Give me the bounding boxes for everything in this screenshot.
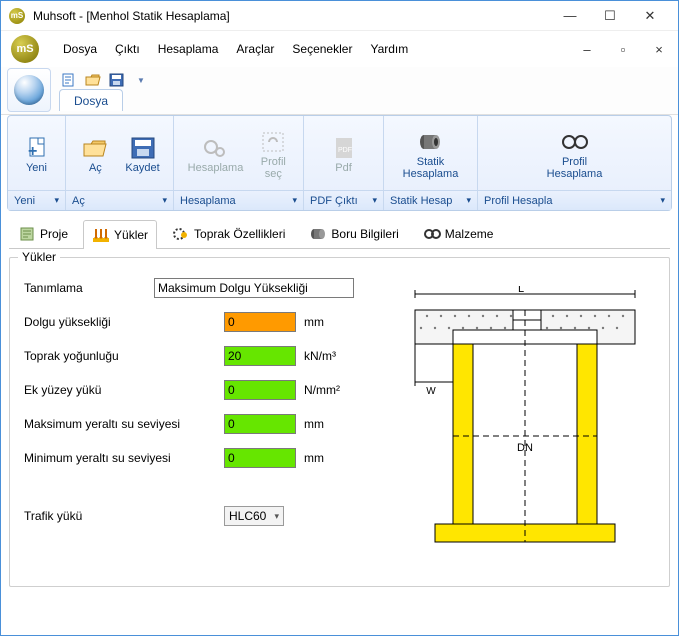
tab-malzeme[interactable]: Malzeme (414, 219, 503, 248)
chevron-down-icon: ▾ (274, 511, 279, 522)
ribbon-group-hesaplama-label: Hesaplama (180, 195, 236, 207)
app-logo-large-icon: mS (11, 35, 39, 63)
ribbon-group-yeni-label: Yeni (14, 195, 35, 207)
tanimlama-label: Tanımlama (24, 281, 154, 295)
menu-araclar[interactable]: Araçlar (236, 42, 274, 56)
pdf-icon: PDF (330, 136, 358, 160)
mdi-restore-button[interactable]: ▫ (614, 42, 632, 57)
ribbon-group-pdf-label: PDF Çıktı (310, 195, 358, 207)
close-button[interactable]: ✕ (630, 8, 670, 24)
content-area: Proje Yükler Toprak Özellikleri Boru Bil… (1, 215, 678, 637)
pipe-small-icon (309, 225, 327, 243)
ribbon-group-statik-label: Statik Hesap (390, 195, 452, 207)
svg-text:DN: DN (517, 442, 533, 454)
ribbon-kaydet-button[interactable]: Kaydet (119, 134, 165, 176)
field-unit: N/mm² (304, 383, 340, 397)
qa-new-icon[interactable] (59, 71, 79, 89)
ribbon-pdf-button: PDF Pdf (322, 134, 366, 176)
yukler-group: Yükler Tanımlama Dolgu yüksekliğimmTopra… (9, 257, 670, 587)
ribbon-profilsec-button: Profil seç (251, 128, 295, 182)
menu-cikti[interactable]: Çıktı (115, 42, 140, 56)
gears-icon (201, 136, 229, 160)
manhole-diagram: L DN W (395, 286, 655, 556)
quick-access-bar: ▼ Dosya (1, 67, 678, 115)
tab-proje[interactable]: Proje (9, 219, 77, 248)
svg-text:+: + (28, 143, 37, 160)
svg-text:L: L (518, 286, 524, 295)
tab-toprak[interactable]: Toprak Özellikleri (163, 219, 294, 248)
field-unit: mm (304, 315, 324, 329)
field-label: Toprak yoğunluğu (24, 349, 224, 363)
orb-button[interactable] (7, 68, 51, 112)
menu-hesaplama[interactable]: Hesaplama (158, 42, 219, 56)
tanimlama-input[interactable] (154, 278, 354, 298)
content-tabbar: Proje Yükler Toprak Özellikleri Boru Bil… (9, 219, 670, 249)
qa-open-icon[interactable] (83, 71, 103, 89)
pipe-icon (416, 130, 444, 154)
field-label: Maksimum yeraltı su seviyesi (24, 417, 224, 431)
field-input[interactable] (224, 380, 296, 400)
field-label: Ek yüzey yükü (24, 383, 224, 397)
field-input[interactable] (224, 312, 296, 332)
field-input[interactable] (224, 414, 296, 434)
ribbon-group-ac-label: Aç (72, 195, 85, 207)
ribbon-hesaplama-button: Hesaplama (182, 134, 250, 176)
tab-yukler[interactable]: Yükler (83, 220, 157, 249)
loads-icon (92, 226, 110, 244)
ribbon: + Yeni Yeni▾ Aç Kaydet Aç▾ (7, 115, 672, 211)
new-file-icon: + (23, 136, 51, 160)
mdi-minimize-button[interactable]: – (578, 42, 596, 57)
minimize-button[interactable]: — (550, 8, 590, 23)
save-icon (129, 136, 157, 160)
menu-bar: mS Dosya Çıktı Hesaplama Araçlar Seçenek… (1, 31, 678, 67)
ribbon-statik-button[interactable]: Statik Hesaplama (397, 128, 465, 182)
app-logo-icon: mS (9, 8, 25, 24)
field-unit: mm (304, 451, 324, 465)
menu-dosya[interactable]: Dosya (63, 42, 97, 56)
refresh-icon (259, 130, 287, 154)
soil-icon (172, 225, 190, 243)
ribbon-tab-dosya[interactable]: Dosya (59, 89, 123, 111)
ribbon-ac-button[interactable]: Aç (73, 134, 117, 176)
menu-yardim[interactable]: Yardım (370, 42, 408, 56)
title-bar: mS Muhsoft - [Menhol Statik Hesaplama] —… (1, 1, 678, 31)
ribbon-yeni-button[interactable]: + Yeni (15, 134, 59, 176)
qa-dropdown-icon[interactable]: ▼ (131, 71, 151, 89)
rings-icon (560, 130, 588, 154)
field-unit: mm (304, 417, 324, 431)
svg-text:W: W (426, 386, 436, 397)
open-folder-icon (81, 136, 109, 160)
trafik-label: Trafik yükü (24, 509, 224, 523)
project-icon (18, 225, 36, 243)
maximize-button[interactable]: ☐ (590, 8, 630, 24)
field-input[interactable] (224, 346, 296, 366)
ribbon-group-profilh-label: Profil Hesapla (484, 195, 552, 207)
window-title: Muhsoft - [Menhol Statik Hesaplama] (33, 9, 550, 23)
trafik-select[interactable]: HLC60 ▾ (224, 506, 284, 526)
tab-boru[interactable]: Boru Bilgileri (300, 219, 407, 248)
qa-save-icon[interactable] (107, 71, 127, 89)
group-title: Yükler (18, 250, 60, 264)
field-unit: kN/m³ (304, 349, 336, 363)
field-label: Minimum yeraltı su seviyesi (24, 451, 224, 465)
menu-secenekler[interactable]: Seçenekler (292, 42, 352, 56)
field-input[interactable] (224, 448, 296, 468)
svg-text:PDF: PDF (338, 147, 352, 154)
field-label: Dolgu yüksekliği (24, 315, 224, 329)
material-icon (423, 225, 441, 243)
mdi-close-button[interactable]: × (650, 42, 668, 57)
ribbon-profilh-button[interactable]: Profil Hesaplama (541, 128, 609, 182)
